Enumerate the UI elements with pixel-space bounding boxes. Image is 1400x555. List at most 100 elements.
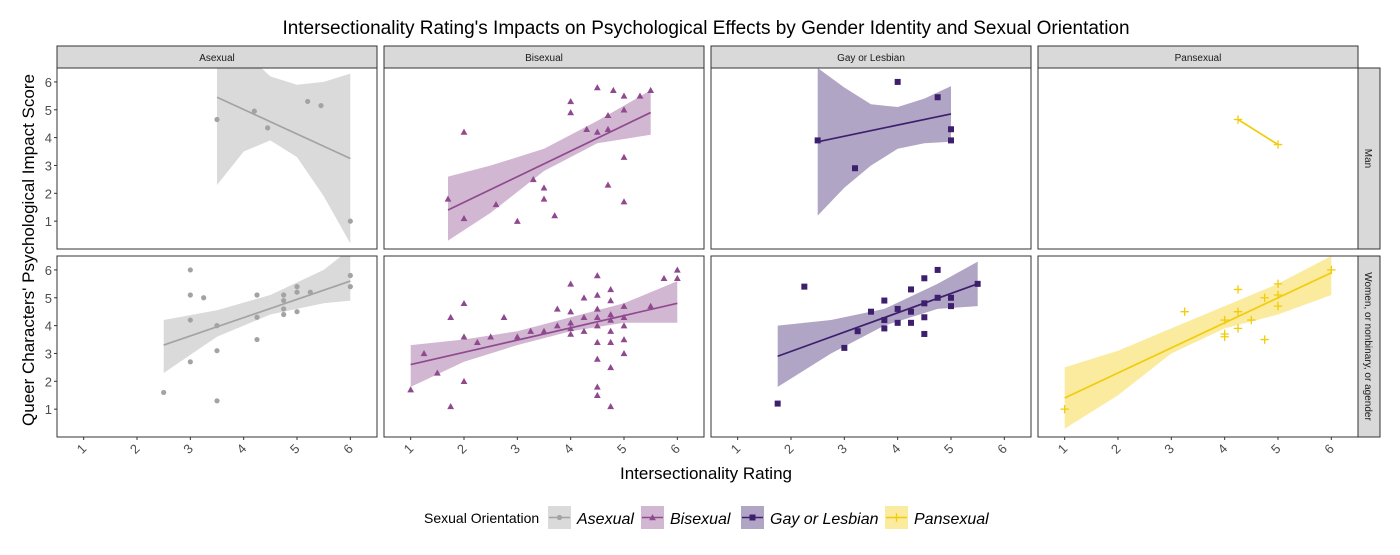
trend-line xyxy=(163,280,351,346)
data-point xyxy=(1273,290,1283,300)
data-point xyxy=(620,313,628,320)
data-point xyxy=(567,319,575,326)
confidence-band xyxy=(448,90,651,241)
data-point xyxy=(420,350,428,357)
data-point xyxy=(908,286,914,293)
data-point xyxy=(620,302,628,309)
data-point xyxy=(647,86,655,93)
data-point xyxy=(607,338,615,346)
data-point xyxy=(551,212,559,219)
data-point xyxy=(620,336,628,343)
data-point xyxy=(620,198,628,205)
data-point xyxy=(254,292,260,298)
y-tick-label: 4 xyxy=(45,131,52,146)
data-point xyxy=(647,302,655,309)
data-point xyxy=(318,102,324,109)
data-point xyxy=(214,398,220,404)
panel-border-women-or-nonbinary-or-agender-gay-or-lesbian xyxy=(710,255,1032,438)
x-tick-label: 4 xyxy=(561,441,577,457)
data-point xyxy=(881,297,888,304)
legend-label-gay-or-lesbian: Gay or Lesbian xyxy=(770,511,879,528)
x-tick-label: 3 xyxy=(507,441,523,457)
data-point xyxy=(567,280,575,287)
data-point xyxy=(254,314,260,320)
data-point xyxy=(934,94,941,101)
data-point xyxy=(553,305,561,312)
trend-line xyxy=(447,111,652,211)
x-tick-label: 5 xyxy=(941,441,957,457)
data-point xyxy=(187,359,193,365)
data-point xyxy=(607,286,615,293)
x-tick-label: 2 xyxy=(1108,441,1124,457)
data-point xyxy=(948,294,954,301)
data-point xyxy=(433,369,441,376)
legend-label-pansexual: Pansexual xyxy=(914,511,989,528)
facet-label-women-or-nonbinary-or-agender: Women, or nonbinary, or agender xyxy=(1362,272,1373,421)
trend-line xyxy=(410,302,678,366)
y-axis-title: Queer Characters' Psychological Impact S… xyxy=(19,74,38,426)
x-tick-label: 2 xyxy=(781,441,797,457)
data-point xyxy=(251,108,257,114)
data-point xyxy=(908,319,914,326)
legend-key-marker xyxy=(649,514,656,521)
data-point xyxy=(254,336,260,343)
data-point xyxy=(305,98,311,105)
data-point xyxy=(636,92,644,99)
data-point xyxy=(527,327,535,334)
data-point xyxy=(593,291,601,298)
facet-label-bisexual: Bisexual xyxy=(525,53,563,64)
data-point xyxy=(540,184,548,191)
facet-label-asexual: Asexual xyxy=(199,53,235,64)
data-point xyxy=(801,283,808,290)
legend-label-bisexual: Bisexual xyxy=(670,511,731,528)
data-point xyxy=(609,86,617,93)
data-point xyxy=(868,308,874,315)
x-tick-label: 1 xyxy=(401,441,417,457)
x-tick-label: 3 xyxy=(180,441,196,457)
data-point xyxy=(294,289,300,295)
data-point xyxy=(580,313,588,320)
trend-line xyxy=(817,113,952,143)
data-point xyxy=(1220,332,1229,341)
data-point xyxy=(1260,293,1269,302)
data-point xyxy=(281,297,287,304)
data-point xyxy=(974,280,981,287)
data-point xyxy=(607,327,615,334)
y-tick-label: 1 xyxy=(45,214,52,229)
data-point xyxy=(214,348,220,354)
data-point xyxy=(852,165,858,172)
data-point xyxy=(673,274,681,281)
data-point xyxy=(620,153,628,160)
data-point xyxy=(407,386,415,393)
legend-key-marker xyxy=(749,514,756,521)
y-tick-label: 2 xyxy=(45,374,52,389)
data-point xyxy=(593,383,601,390)
panel-women-or-nonbinary-or-agender-gay-or-lesbian xyxy=(774,261,981,407)
panel-border-women-or-nonbinary-or-agender-bisexual xyxy=(383,255,705,438)
data-point xyxy=(187,267,193,273)
x-tick-label: 6 xyxy=(994,441,1010,457)
data-point xyxy=(607,297,615,304)
data-point xyxy=(1273,279,1283,289)
data-point xyxy=(567,308,575,315)
x-tick-label: 2 xyxy=(127,441,143,457)
legend-key-marker xyxy=(556,514,563,521)
facet-label-man: Man xyxy=(1362,149,1373,168)
legend-label-asexual: Asexual xyxy=(576,511,634,528)
x-tick-label: 4 xyxy=(888,441,904,457)
data-point xyxy=(607,363,615,371)
facet-label-pansexual: Pansexual xyxy=(1175,53,1222,64)
trend-line xyxy=(1237,118,1279,146)
x-tick-label: 6 xyxy=(340,441,356,457)
data-point xyxy=(580,327,588,334)
data-point xyxy=(1233,285,1243,294)
data-point xyxy=(948,303,954,310)
x-tick-label: 1 xyxy=(728,441,744,457)
data-point xyxy=(607,316,615,323)
data-point xyxy=(447,402,455,410)
data-point xyxy=(460,333,468,340)
data-point xyxy=(814,137,821,144)
data-point xyxy=(567,98,575,105)
data-point xyxy=(1273,140,1283,149)
